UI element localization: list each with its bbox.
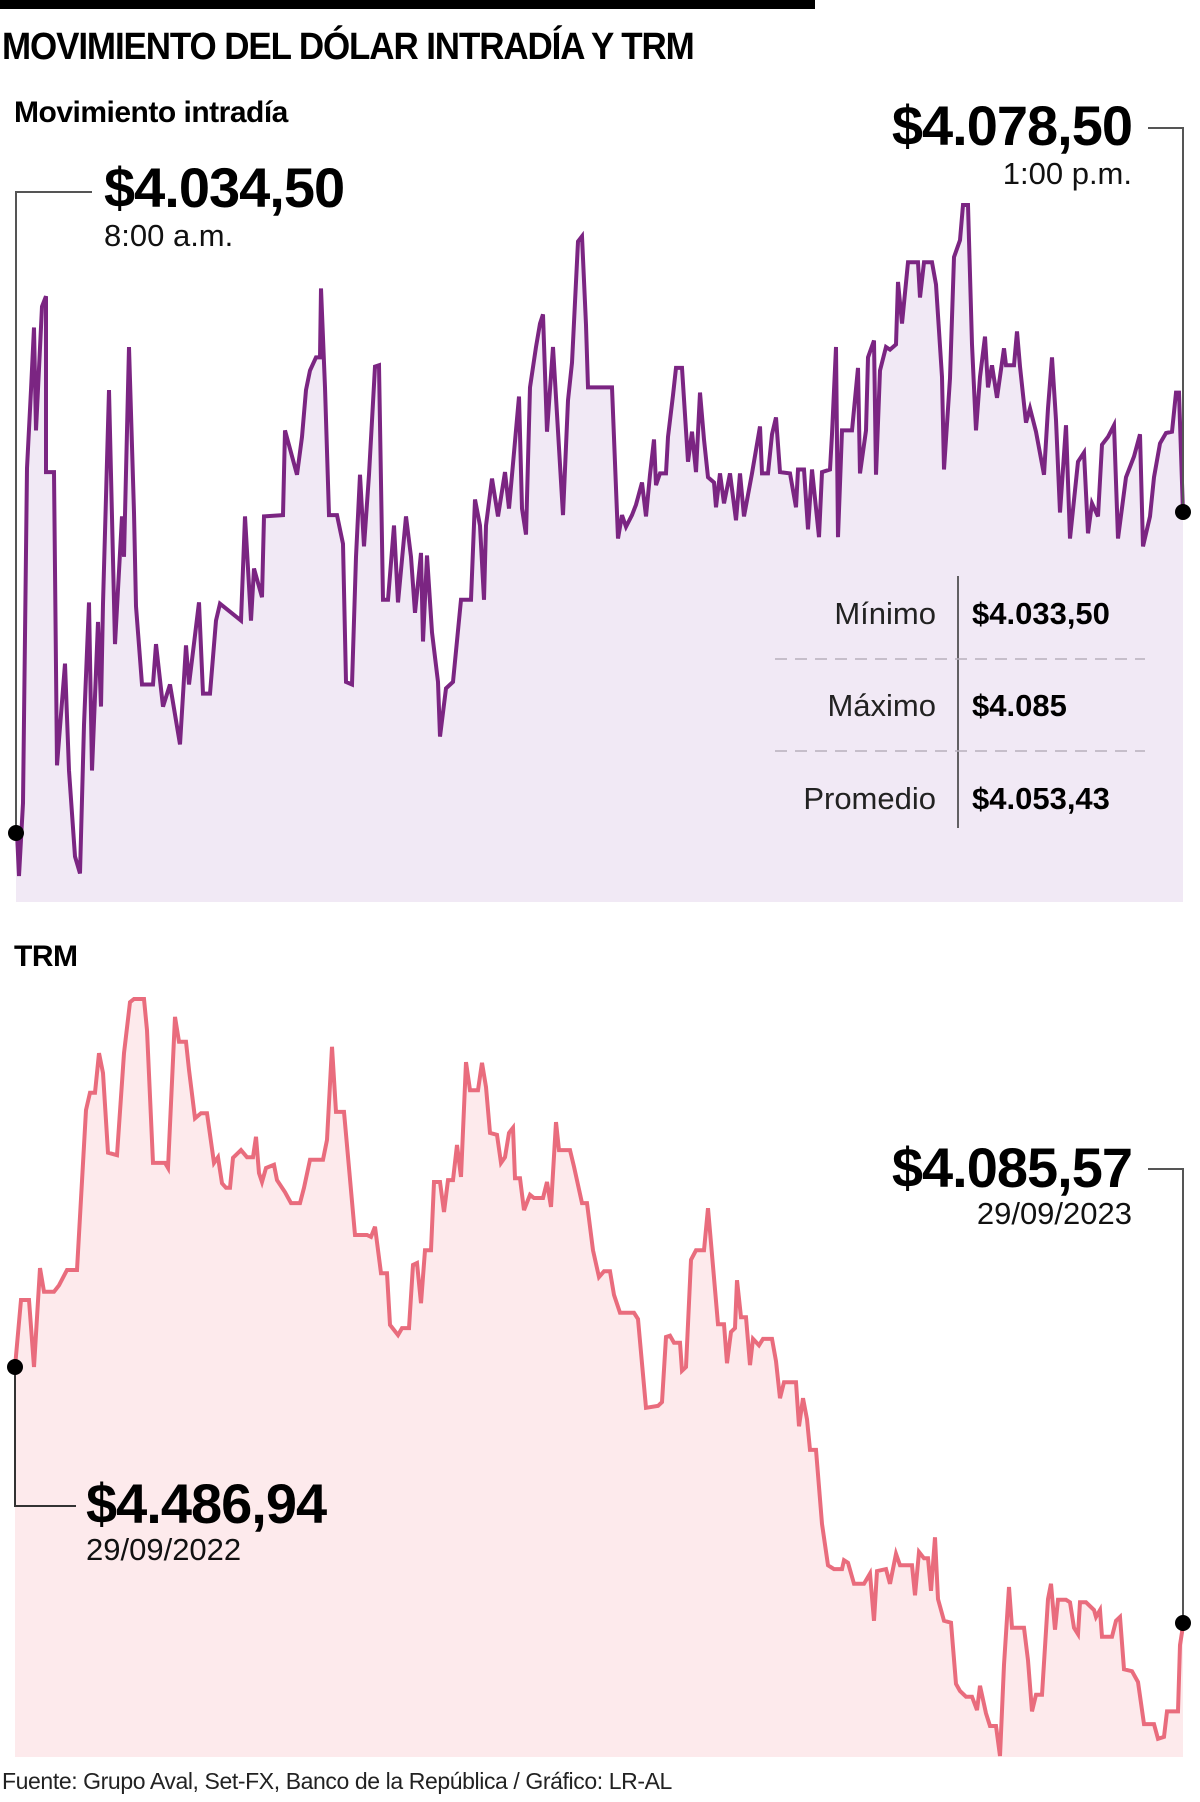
trm-end-marker	[1175, 1615, 1191, 1631]
close-time: 1:00 p.m.	[1002, 156, 1132, 191]
trm-area-fill	[15, 999, 1183, 1757]
page-title: MOVIMIENTO DEL DÓLAR INTRADÍA Y TRM	[2, 26, 695, 68]
trm-chart	[7, 997, 1191, 1757]
open-time: 8:00 a.m.	[104, 218, 234, 253]
trm-start-marker	[7, 1359, 23, 1375]
stat-min-value: $4.033,50	[972, 596, 1110, 631]
stat-max-value: $4.085	[972, 688, 1067, 723]
source-footer: Fuente: Grupo Aval, Set-FX, Banco de la …	[2, 1768, 672, 1794]
stat-max-label: Máximo	[827, 688, 936, 723]
open-marker	[8, 825, 24, 841]
intraday-line	[15, 203, 1185, 877]
trm-start-value: $4.486,94	[86, 1472, 327, 1535]
open-leader-line	[15, 191, 92, 833]
trm-end-leader-line	[1148, 1168, 1184, 1623]
trm-start-date: 29/09/2022	[86, 1532, 242, 1567]
close-value: $4.078,50	[891, 94, 1133, 157]
close-marker	[1175, 504, 1191, 520]
trm-line	[13, 997, 1185, 1757]
trm-end-date: 29/09/2023	[976, 1196, 1132, 1231]
open-value: $4.034,50	[104, 156, 345, 219]
close-leader-line	[1148, 127, 1184, 512]
intraday-chart	[8, 127, 1191, 902]
trm-subtitle: TRM	[14, 940, 78, 973]
stat-avg-value: $4.053,43	[972, 781, 1110, 816]
stat-avg-label: Promedio	[803, 781, 936, 816]
intraday-subtitle: Movimiento intradía	[14, 96, 288, 129]
trm-start-leader-line	[14, 1367, 76, 1507]
top-rule	[0, 0, 815, 9]
stat-min-label: Mínimo	[834, 596, 936, 631]
trm-end-value: $4.085,57	[891, 1136, 1133, 1199]
intraday-area-fill	[16, 205, 1183, 902]
